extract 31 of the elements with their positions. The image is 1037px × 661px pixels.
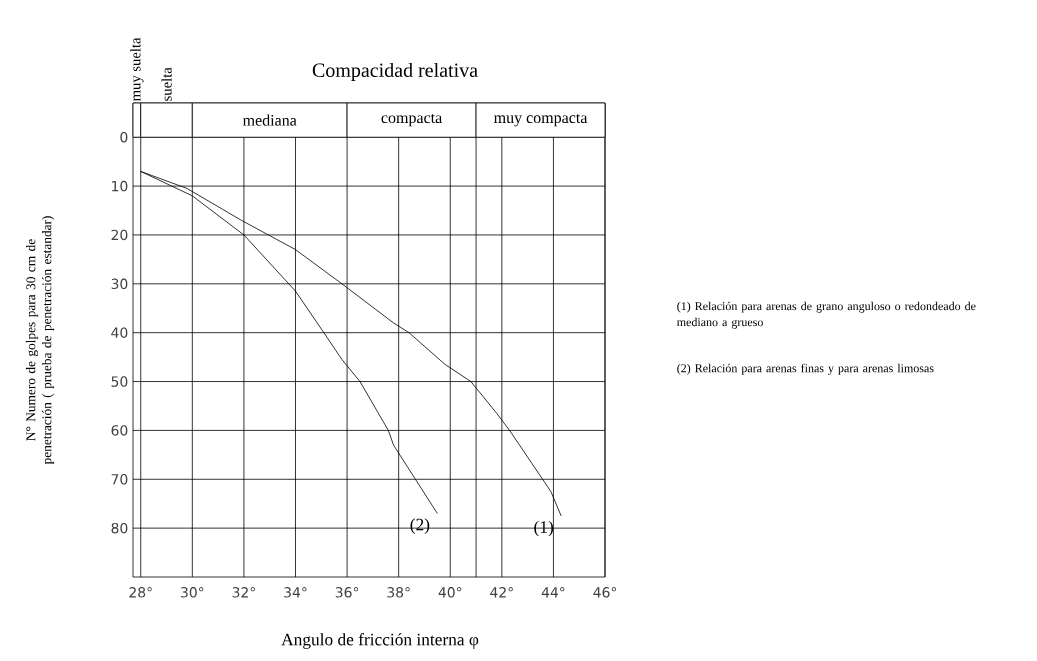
x-tick-label: 44° xyxy=(541,587,565,598)
y-tick-label: 40 xyxy=(111,327,128,338)
x-tick-label: 42° xyxy=(490,587,513,598)
x-tick-label: 32° xyxy=(232,587,255,598)
band-label: compacta xyxy=(381,113,442,127)
x-tick-label: 46° xyxy=(593,587,617,598)
series-label: (2) xyxy=(410,518,430,534)
band-label: suelta xyxy=(161,67,172,101)
y-axis-title: N° Numero de golpes para 30 cm de penetración ( prueba de penetración estandar) xyxy=(25,216,55,465)
band-label: muy compacta xyxy=(493,113,588,127)
y-tick-label: 0 xyxy=(120,131,128,143)
text: (2) Relación para arenas finas y para arenas limosas xyxy=(677,363,934,375)
band-label: mediana xyxy=(242,114,297,126)
chart-title: Compacidad relativa xyxy=(312,62,478,82)
x-tick-label: 38° xyxy=(387,587,410,598)
x-tick-label: 28° xyxy=(129,587,152,598)
x-axis-title: Angulo de fricción interna φ xyxy=(281,633,479,649)
y-tick-label: 10 xyxy=(112,180,128,192)
y-tick-label: 50 xyxy=(111,376,128,387)
band-label: muy suelta xyxy=(130,37,144,102)
y-tick-label: 70 xyxy=(111,474,128,485)
x-tick-label: 30° xyxy=(181,587,204,598)
series-label: (1) xyxy=(534,520,554,537)
x-tick-label: 36° xyxy=(335,587,359,598)
y-tick-label: 60 xyxy=(111,425,128,436)
y-tick-label: 30 xyxy=(111,278,128,290)
text: (1) Relación para arenas de grano anguloso o redondeado de mediano a grueso xyxy=(676,301,976,329)
x-tick-label: 34° xyxy=(284,587,307,598)
y-tick-label: 20 xyxy=(111,229,128,241)
y-tick-label: 80 xyxy=(111,522,128,534)
x-tick-label: 40° xyxy=(438,587,462,598)
